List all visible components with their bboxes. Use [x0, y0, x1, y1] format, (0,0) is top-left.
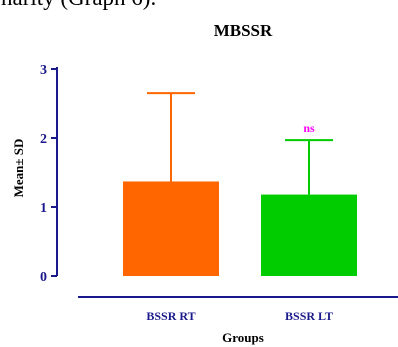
x-axis-label: Groups — [222, 330, 264, 345]
y-tick-label: 0 — [40, 270, 47, 285]
y-axis-label: Mean± SD — [11, 139, 26, 198]
bar — [261, 194, 357, 276]
bars — [123, 181, 357, 276]
y-ticks: 0 1 2 3 — [40, 63, 57, 285]
y-tick-label: 2 — [40, 132, 47, 147]
category-labels: BSSR RT BSSR LT — [146, 309, 333, 323]
chart-title: MBSSR — [214, 21, 273, 40]
category-label: BSSR LT — [285, 309, 333, 323]
y-tick-label: 3 — [40, 63, 47, 78]
category-label: BSSR RT — [146, 309, 195, 323]
y-tick-label: 1 — [40, 201, 47, 216]
annotations: ns — [303, 121, 315, 135]
error-bars — [147, 92, 333, 195]
bar — [123, 181, 219, 276]
cropped-body-text: narity (Graph 6). — [1, 0, 156, 11]
significance-annotation: ns — [303, 121, 315, 135]
